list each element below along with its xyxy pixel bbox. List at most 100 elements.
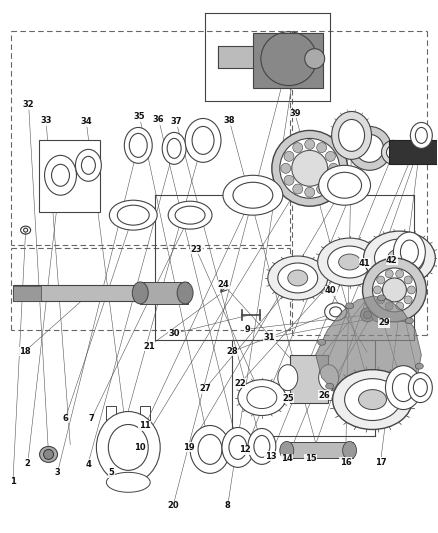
Ellipse shape — [39, 447, 57, 462]
Ellipse shape — [406, 318, 413, 324]
Ellipse shape — [325, 151, 336, 161]
Ellipse shape — [377, 296, 385, 304]
Text: 19: 19 — [184, 442, 195, 451]
Text: 8: 8 — [225, 501, 231, 510]
Text: 6: 6 — [62, 414, 68, 423]
Ellipse shape — [328, 172, 361, 198]
Ellipse shape — [96, 411, 160, 483]
Ellipse shape — [185, 118, 221, 163]
Text: 26: 26 — [319, 391, 331, 400]
Ellipse shape — [177, 282, 193, 304]
Text: 32: 32 — [23, 101, 35, 109]
Text: 20: 20 — [167, 501, 179, 510]
Ellipse shape — [381, 140, 406, 164]
Ellipse shape — [404, 296, 412, 304]
Text: 30: 30 — [169, 329, 180, 338]
Text: 2: 2 — [25, 458, 31, 467]
Ellipse shape — [356, 134, 384, 163]
Ellipse shape — [24, 228, 28, 232]
Text: 27: 27 — [199, 384, 211, 393]
Ellipse shape — [272, 131, 348, 206]
Bar — [378, 308, 406, 321]
Text: 11: 11 — [139, 422, 151, 430]
Ellipse shape — [332, 370, 413, 430]
Ellipse shape — [319, 365, 339, 391]
Text: 37: 37 — [170, 117, 182, 126]
Ellipse shape — [399, 308, 411, 322]
Ellipse shape — [359, 408, 367, 414]
Polygon shape — [13, 286, 41, 301]
Ellipse shape — [45, 155, 77, 195]
Ellipse shape — [339, 254, 360, 270]
Ellipse shape — [325, 175, 336, 185]
Ellipse shape — [385, 366, 421, 409]
Bar — [218, 46, 278, 68]
Bar — [13, 285, 187, 301]
Text: 22: 22 — [234, 379, 246, 388]
Ellipse shape — [198, 434, 222, 464]
Text: 29: 29 — [378, 318, 390, 327]
Ellipse shape — [374, 286, 381, 294]
Bar — [140, 282, 188, 304]
Ellipse shape — [305, 140, 314, 149]
Ellipse shape — [400, 240, 418, 264]
Text: 12: 12 — [239, 445, 251, 454]
Ellipse shape — [284, 175, 294, 185]
Ellipse shape — [293, 184, 303, 194]
Ellipse shape — [43, 449, 53, 459]
Ellipse shape — [407, 286, 415, 294]
Text: 41: 41 — [359, 259, 371, 268]
Ellipse shape — [388, 249, 411, 267]
Ellipse shape — [190, 425, 230, 473]
Ellipse shape — [124, 127, 152, 163]
Text: 5: 5 — [108, 468, 114, 477]
Ellipse shape — [377, 276, 385, 284]
Text: 38: 38 — [224, 116, 235, 125]
Ellipse shape — [278, 263, 318, 293]
Ellipse shape — [280, 441, 294, 459]
Text: 15: 15 — [305, 454, 317, 463]
Ellipse shape — [254, 435, 270, 457]
Ellipse shape — [318, 340, 326, 345]
Ellipse shape — [413, 378, 427, 397]
Ellipse shape — [328, 246, 371, 278]
Ellipse shape — [386, 146, 400, 159]
Ellipse shape — [223, 175, 283, 215]
Ellipse shape — [238, 379, 286, 416]
Ellipse shape — [110, 200, 157, 230]
Ellipse shape — [278, 365, 298, 391]
Ellipse shape — [317, 143, 327, 152]
Ellipse shape — [415, 363, 424, 369]
Ellipse shape — [106, 472, 150, 492]
Text: 35: 35 — [134, 112, 145, 121]
Text: 36: 36 — [153, 115, 165, 124]
Text: 25: 25 — [282, 394, 294, 403]
Text: 24: 24 — [218, 280, 229, 289]
Text: 10: 10 — [134, 442, 145, 451]
Text: 14: 14 — [281, 454, 293, 463]
Text: 23: 23 — [191, 245, 202, 254]
Text: 21: 21 — [143, 342, 155, 351]
Ellipse shape — [317, 184, 327, 194]
Ellipse shape — [345, 378, 400, 421]
Ellipse shape — [293, 143, 303, 152]
Ellipse shape — [280, 139, 339, 198]
Ellipse shape — [378, 295, 385, 301]
Text: 16: 16 — [340, 457, 351, 466]
Ellipse shape — [52, 164, 70, 186]
Bar — [290, 355, 328, 402]
Ellipse shape — [233, 182, 273, 208]
Bar — [389, 140, 438, 164]
Ellipse shape — [330, 307, 342, 317]
Ellipse shape — [284, 151, 294, 161]
Bar — [285, 442, 353, 458]
Ellipse shape — [81, 156, 95, 174]
Text: 31: 31 — [264, 333, 276, 342]
Ellipse shape — [132, 282, 148, 304]
Ellipse shape — [385, 270, 393, 278]
Ellipse shape — [343, 441, 357, 459]
Text: 18: 18 — [19, 347, 31, 356]
Ellipse shape — [346, 303, 353, 309]
Ellipse shape — [247, 386, 277, 409]
Ellipse shape — [162, 132, 186, 164]
